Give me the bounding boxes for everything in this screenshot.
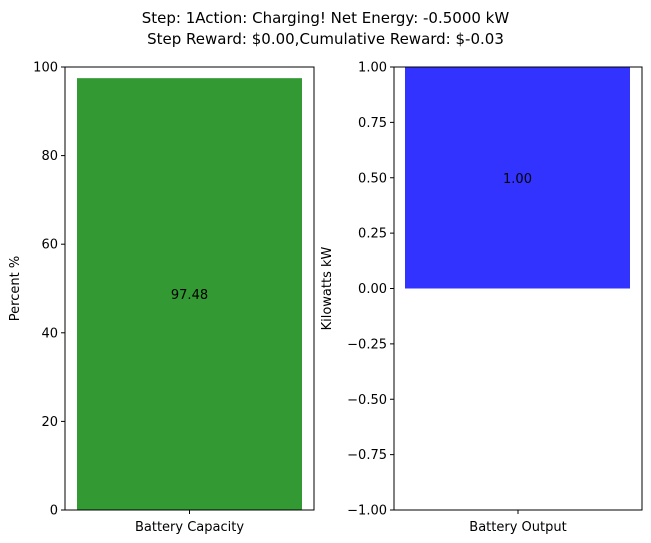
chart1-y-tick-label: 100 bbox=[33, 61, 58, 76]
chart2-x-tick-label: Battery Output bbox=[469, 520, 566, 535]
chart1-y-tick-label: 80 bbox=[41, 149, 58, 164]
chart1-bar-battery-capacity bbox=[77, 78, 302, 510]
chart2-y-tick-label: −1.00 bbox=[347, 504, 387, 519]
chart1-y-tick-label: 40 bbox=[41, 326, 58, 341]
chart-title-line-1: Step: 1Action: Charging! Net Energy: -0.… bbox=[141, 9, 510, 27]
chart2-y-tick-label: 0.50 bbox=[358, 171, 387, 186]
chart2-y-tick-label: −0.50 bbox=[347, 393, 387, 408]
chart2-y-tick-label: −0.75 bbox=[347, 448, 387, 463]
chart2-y-tick-label: 0.00 bbox=[358, 282, 387, 297]
chart2-bar-battery-output bbox=[405, 67, 630, 289]
chart2-data-label: 1.00 bbox=[503, 172, 532, 187]
chart1-data-label: 97.48 bbox=[171, 288, 208, 303]
chart2-y-tick-label: −0.25 bbox=[347, 337, 387, 352]
chart1-y-axis-label: Percent % bbox=[8, 256, 23, 321]
chart2-y-axis-label: Kilowatts kW bbox=[320, 246, 335, 330]
chart2-y-tick-label: 0.25 bbox=[358, 227, 387, 242]
chart1-y-tick-label: 20 bbox=[41, 415, 58, 430]
chart1-y-tick-label: 60 bbox=[41, 238, 58, 253]
chart2-y-tick-label: 0.75 bbox=[358, 116, 387, 131]
chart2-y-tick-label: 1.00 bbox=[358, 61, 387, 76]
chart1-x-tick-label: Battery Capacity bbox=[135, 520, 244, 535]
chart1-y-tick-label: 0 bbox=[50, 504, 58, 519]
chart-title-line-2: Step Reward: $0.00,Cumulative Reward: $-… bbox=[147, 30, 504, 48]
